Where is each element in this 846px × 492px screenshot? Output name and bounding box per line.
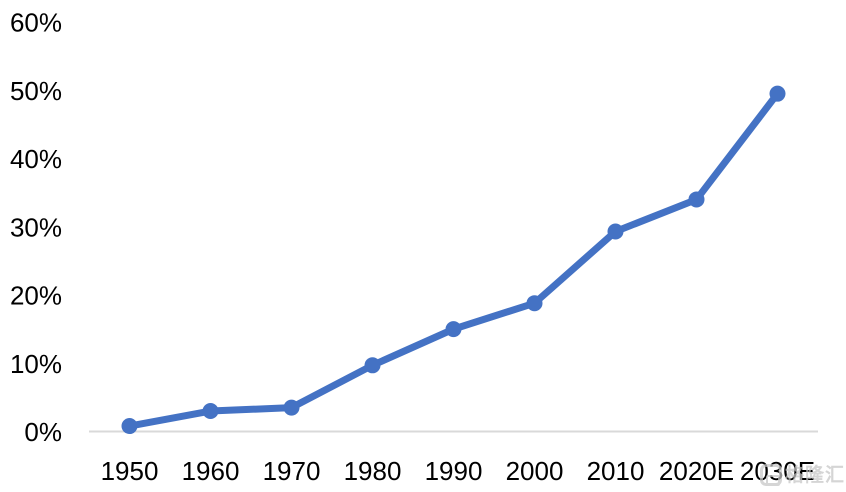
data-point-marker — [688, 191, 705, 208]
x-axis-tick-label: 1970 — [263, 456, 321, 486]
y-axis-tick-label: 50% — [10, 76, 62, 106]
y-axis-tick-label: 60% — [10, 8, 62, 38]
data-point-marker — [283, 399, 300, 416]
x-axis-tick-label: 1990 — [425, 456, 483, 486]
y-axis-tick-label: 30% — [10, 212, 62, 242]
data-point-marker — [364, 357, 381, 374]
x-axis-tick-label: 2010 — [587, 456, 645, 486]
x-axis-tick-label: 2000 — [506, 456, 564, 486]
x-axis-tick-label: 1950 — [101, 456, 159, 486]
y-axis-tick-label: 20% — [10, 281, 62, 311]
data-point-marker — [445, 321, 462, 338]
x-axis-tick-label: 2030E — [740, 456, 815, 486]
y-axis-tick-label: 40% — [10, 144, 62, 174]
data-point-marker — [526, 295, 543, 312]
data-point-marker — [202, 403, 219, 420]
data-point-marker — [121, 418, 138, 435]
data-line — [126, 90, 781, 430]
data-point-marker — [607, 223, 624, 240]
y-axis-tick-label: 10% — [10, 349, 62, 379]
x-axis-tick-label: 1980 — [344, 456, 402, 486]
data-point-marker — [769, 85, 786, 102]
y-axis-tick-label: 0% — [24, 417, 62, 447]
x-axis-tick-label: 1960 — [182, 456, 240, 486]
x-axis-tick-label: 2020E — [659, 456, 734, 486]
